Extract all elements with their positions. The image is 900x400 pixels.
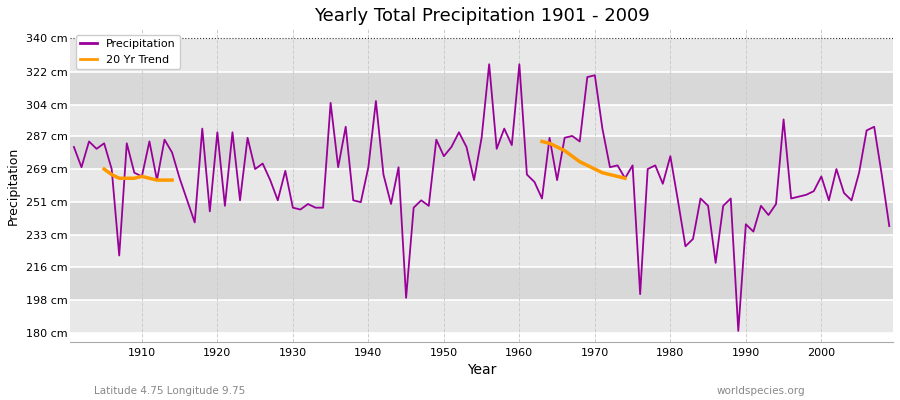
Bar <box>70 235 893 266</box>
Bar <box>70 300 893 333</box>
Y-axis label: Precipitation: Precipitation <box>7 146 20 225</box>
Bar <box>70 136 893 169</box>
Text: worldspecies.org: worldspecies.org <box>717 386 806 396</box>
Legend: Precipitation, 20 Yr Trend: Precipitation, 20 Yr Trend <box>76 35 180 69</box>
Bar <box>70 38 893 72</box>
Bar <box>70 266 893 300</box>
Title: Yearly Total Precipitation 1901 - 2009: Yearly Total Precipitation 1901 - 2009 <box>314 7 650 25</box>
Bar <box>70 105 893 136</box>
Bar <box>70 72 893 105</box>
Text: Latitude 4.75 Longitude 9.75: Latitude 4.75 Longitude 9.75 <box>94 386 246 396</box>
X-axis label: Year: Year <box>467 363 496 377</box>
Bar <box>70 202 893 235</box>
Bar <box>70 169 893 202</box>
